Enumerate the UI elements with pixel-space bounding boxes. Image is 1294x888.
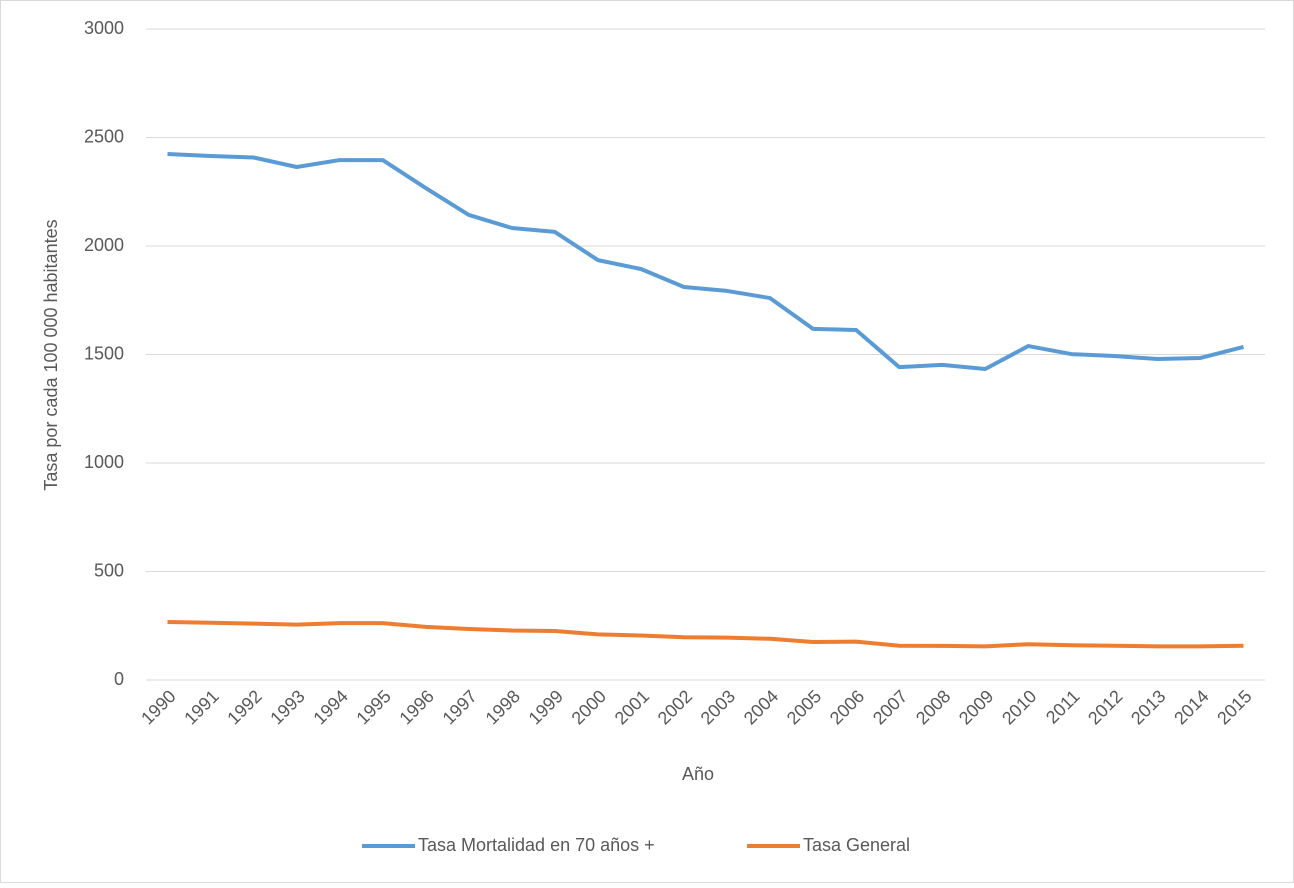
y-axis-label: Tasa por cada 100 000 habitantes bbox=[41, 219, 61, 490]
series-line bbox=[167, 151, 1244, 372]
x-axis-label: Año bbox=[682, 764, 714, 784]
series-line bbox=[167, 620, 1244, 649]
y-tick-label: 3000 bbox=[84, 18, 124, 38]
legend-label: Tasa General bbox=[803, 835, 910, 855]
y-tick-label: 1000 bbox=[84, 452, 124, 472]
y-tick-label: 0 bbox=[114, 669, 124, 689]
y-tick-label: 500 bbox=[94, 560, 124, 580]
y-tick-label: 2000 bbox=[84, 235, 124, 255]
legend-label: Tasa Mortalidad en 70 años + bbox=[418, 835, 655, 855]
y-tick-label: 1500 bbox=[84, 343, 124, 363]
y-tick-label: 2500 bbox=[84, 126, 124, 146]
